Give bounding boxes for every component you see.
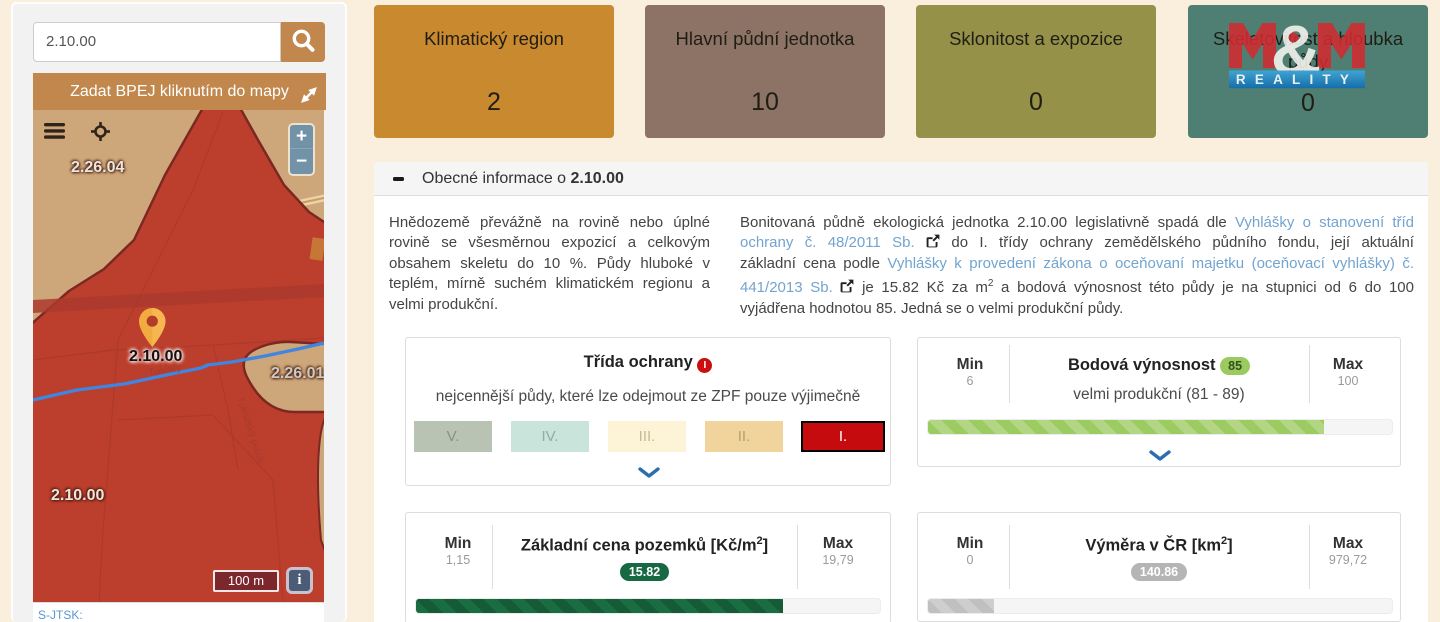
svg-text:Tuklaty: Tuklaty [147, 361, 183, 379]
svg-text:REALITY: REALITY [1236, 72, 1358, 87]
